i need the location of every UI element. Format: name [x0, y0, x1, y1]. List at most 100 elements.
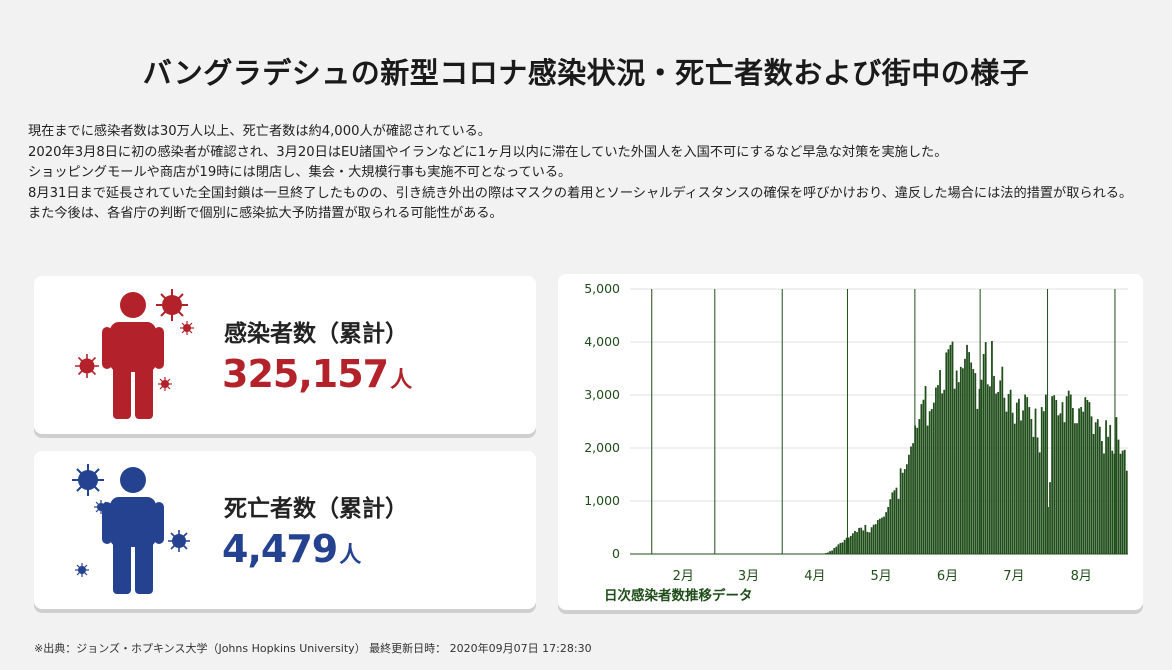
- bar: [980, 379, 983, 554]
- bar: [1113, 453, 1116, 554]
- bar: [1038, 452, 1041, 554]
- bar: [901, 472, 904, 554]
- x-tick-label: 2月: [673, 569, 694, 584]
- bar: [1022, 410, 1024, 554]
- bar: [1090, 416, 1093, 554]
- bar: [1109, 424, 1112, 554]
- bar: [1076, 423, 1078, 554]
- bar: [982, 353, 985, 554]
- bar: [945, 352, 948, 554]
- bar: [849, 535, 852, 554]
- bar: [1101, 441, 1103, 554]
- bar: [939, 370, 941, 554]
- description-line: 2020年3月8日に初の感染者が確認され、3月20日はEU諸国やイランなどに1ヶ…: [28, 144, 948, 160]
- bar: [943, 389, 946, 554]
- virus-icon: [167, 529, 191, 553]
- bar: [986, 384, 989, 554]
- bar: [1042, 411, 1045, 554]
- bar: [1020, 420, 1022, 554]
- bar: [1111, 450, 1114, 554]
- x-tick-label: 4月: [804, 569, 825, 584]
- bar: [879, 518, 881, 554]
- bar: [924, 385, 927, 554]
- bar: [1032, 436, 1035, 554]
- bar: [920, 404, 923, 554]
- bar: [918, 419, 921, 554]
- bar: [1053, 395, 1056, 554]
- bar: [941, 393, 944, 554]
- bar: [831, 550, 834, 554]
- death-label: 死亡者数（累計）: [224, 496, 408, 522]
- x-tick-label: 3月: [738, 569, 759, 584]
- bar: [1007, 393, 1010, 554]
- bar: [984, 342, 987, 554]
- bar: [1045, 394, 1047, 554]
- bar: [868, 532, 871, 554]
- bar: [1051, 396, 1053, 554]
- bar: [874, 524, 877, 554]
- bar: [951, 341, 954, 554]
- virus-icon: [75, 562, 89, 577]
- bar: [864, 524, 867, 554]
- bar: [891, 492, 894, 554]
- bar: [1071, 408, 1074, 554]
- bar: [999, 380, 1002, 554]
- y-tick-label: 5,000: [584, 281, 620, 296]
- bar: [1107, 436, 1110, 554]
- person-icon: [102, 467, 164, 594]
- y-tick-label: 1,000: [584, 493, 620, 508]
- infected-unit: 人: [390, 368, 412, 393]
- death-card: 死亡者数（累計） 4,479人: [34, 451, 536, 609]
- bar: [1119, 453, 1122, 554]
- bar: [1115, 417, 1118, 554]
- bar: [1028, 407, 1031, 554]
- bar: [1103, 453, 1105, 554]
- bar: [1121, 450, 1124, 554]
- bar: [1086, 399, 1089, 554]
- bar: [845, 537, 848, 554]
- y-tick-label: 0: [612, 546, 620, 561]
- infected-value: 325,157人: [222, 352, 412, 396]
- bar: [827, 552, 829, 554]
- x-tick-label: 7月: [1003, 569, 1024, 584]
- bar: [889, 499, 892, 554]
- bar: [1055, 399, 1058, 554]
- bar: [1069, 394, 1072, 554]
- death-unit: 人: [339, 543, 361, 568]
- bar: [997, 391, 1000, 554]
- bar: [870, 527, 873, 554]
- bar: [1026, 397, 1029, 554]
- bar: [833, 548, 836, 554]
- bar: [1105, 420, 1107, 554]
- bar: [1011, 412, 1014, 554]
- bar: [1067, 390, 1070, 554]
- bar: [1040, 407, 1043, 554]
- bar: [835, 546, 838, 554]
- bar: [935, 387, 937, 554]
- bar: [1065, 396, 1068, 554]
- bar: [905, 464, 908, 554]
- bar: [1009, 389, 1012, 554]
- death-value: 4,479人: [222, 527, 361, 571]
- bar: [949, 344, 952, 554]
- bar: [910, 446, 912, 554]
- virus-icon: [94, 499, 108, 514]
- bar: [916, 427, 919, 554]
- bar: [928, 411, 931, 554]
- bar: [852, 533, 854, 554]
- bar: [1078, 408, 1080, 554]
- bar: [866, 531, 869, 554]
- bar: [937, 385, 939, 554]
- daily-cases-chart: 0 1,000 2,000 3,000 4,000 5,000 2月 3月 4月 5月 6月 7月 8月: [584, 281, 1128, 584]
- virus-icon: [154, 287, 190, 323]
- bar: [860, 527, 863, 554]
- bar: [1001, 366, 1004, 554]
- bar: [953, 388, 956, 554]
- chart-caption: 日次感染者数推移データ: [604, 588, 753, 604]
- bar: [899, 468, 902, 554]
- bar: [957, 382, 960, 554]
- bar: [1123, 449, 1126, 554]
- bar: [964, 358, 966, 554]
- bar: [1015, 402, 1018, 554]
- virus-icon: [74, 353, 100, 379]
